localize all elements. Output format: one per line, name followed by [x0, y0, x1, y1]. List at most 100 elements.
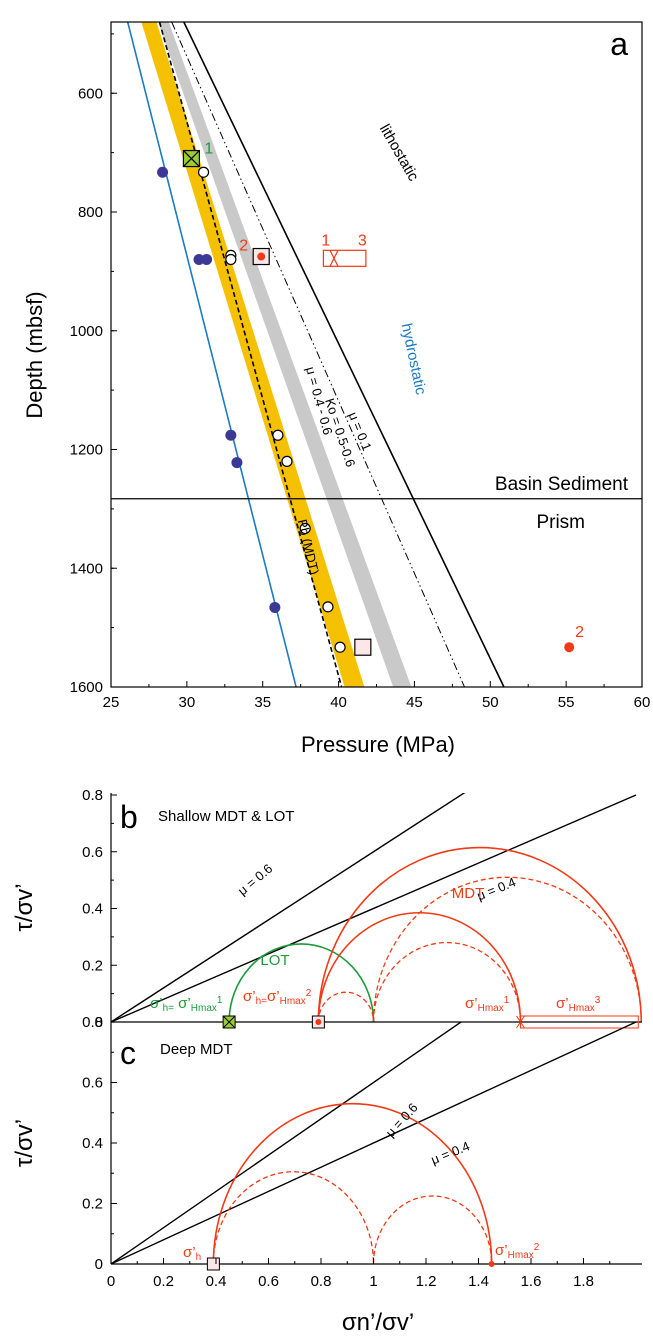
- sigma-h-lot-label-part: Hmax: [191, 1003, 217, 1014]
- marker-2-label: 2: [239, 238, 248, 255]
- ko-band: [158, 22, 412, 687]
- sigma-hmax1-label-part: Hmax: [478, 1003, 504, 1014]
- hydro-pressure-point: [231, 457, 243, 469]
- x-tick-label: 0: [107, 1273, 115, 1290]
- y-axis-label: τ/σv’: [11, 883, 38, 931]
- sigma-h-mdt-label-part: h=: [256, 996, 268, 1007]
- x-tick-label-a: 60: [634, 694, 651, 711]
- mohr-circle: [212, 1102, 493, 1264]
- x-tick-label: 1.2: [416, 1273, 437, 1290]
- mu-0.4-0.6-band: [141, 22, 365, 687]
- sigma-h-label-c-part: h: [196, 1252, 202, 1263]
- mdt-red-dot-2: [257, 252, 266, 261]
- sigma-h-lot-label-part: σ’: [174, 995, 191, 1012]
- x-tick-label-a: 25: [103, 694, 120, 711]
- sigma-h-label-c: σ’h: [183, 1244, 201, 1263]
- x-tick-label: 1.6: [521, 1273, 542, 1290]
- mu01-line: [171, 22, 465, 687]
- lithostatic-line: [183, 22, 505, 687]
- y-tick-label-a: 1400: [70, 560, 103, 577]
- mdt-dot-b: [315, 1019, 322, 1025]
- x-tick-label-a: 50: [482, 694, 499, 711]
- mohr-circle: [212, 1171, 375, 1264]
- panel-a-plot-area: [126, 22, 505, 687]
- mohr-circle: [228, 943, 375, 1022]
- mdt-open-point: [299, 522, 311, 535]
- hydrostatic-line: [126, 22, 297, 687]
- sigma-hmax3-label: σ’Hmax3: [556, 995, 601, 1014]
- y-tick-label: 0.4: [82, 901, 103, 918]
- hydro-pressure-point: [225, 429, 237, 441]
- x-tick-label: 0.2: [153, 1273, 174, 1290]
- sigma-hmax2-label-c-part: Hmax: [508, 1250, 534, 1261]
- y-tick-label-a: 1000: [70, 323, 103, 340]
- mdt-open-point: [272, 429, 284, 441]
- shmax1-cross-b: [516, 1015, 525, 1029]
- prism-label: Prism: [536, 512, 585, 533]
- x-axis-label-a: Pressure (MPa): [301, 732, 455, 757]
- sigma-hmax2-label-c-part: 2: [534, 1242, 540, 1253]
- sigma-h-lot-label: σ’h= σ’Hmax1: [150, 995, 223, 1014]
- mdt-square-marker-deep: [354, 638, 372, 656]
- y-axis-label-a: Depth (mbsf): [22, 291, 47, 418]
- friction-line: [111, 793, 466, 1022]
- sigma-hmax3-label-part: σ’: [556, 995, 569, 1012]
- hydro-pressure-point: [157, 166, 169, 178]
- mohr-plot-area: [111, 1022, 637, 1264]
- mdt-open-point: [281, 455, 293, 467]
- range-label-3: 3: [358, 232, 367, 249]
- y-tick-label: 0: [95, 1256, 103, 1273]
- panel-c-letter: c: [120, 1035, 136, 1071]
- hydro-pressure-point: [201, 254, 213, 265]
- shmax-range-box: [322, 249, 367, 267]
- panel-b-title: Shallow MDT & LOT: [158, 808, 294, 825]
- y-tick-label: 0.4: [82, 1135, 103, 1152]
- lithostatic-label: lithostatic: [376, 121, 422, 184]
- y-tick-label: 0.6: [82, 844, 103, 861]
- deep-mdt-square-c: [206, 1257, 220, 1271]
- sigma-hmax1-label-part: 1: [504, 995, 510, 1006]
- mohr-circle: [372, 1195, 493, 1264]
- mdt-open-point: [322, 601, 334, 613]
- friction-line: [111, 1022, 637, 1264]
- lot-marker-label: 1: [204, 141, 213, 158]
- panel-a-letter: a: [610, 26, 628, 62]
- y-tick-label: 0.6: [82, 1075, 103, 1092]
- sigma-h-mdt-label: σ’h=σ’Hmax2: [243, 988, 312, 1007]
- hydro-pressure-point: [269, 601, 281, 613]
- sigma-hmax3-label-part: Hmax: [569, 1003, 595, 1014]
- hydro-pressure-point: [193, 254, 205, 265]
- x-tick-label-a: 55: [558, 694, 575, 711]
- sigma-hmax3-label-part: 3: [595, 995, 601, 1006]
- mdt-label: MDT: [452, 885, 485, 902]
- range-label-1: 1: [321, 232, 330, 249]
- x-tick-label-a: 30: [179, 694, 196, 711]
- x-tick-label: 1.8: [573, 1273, 594, 1290]
- sigma-h-lot-label-part: 1: [217, 995, 223, 1006]
- x-tick-label: 0.8: [311, 1273, 332, 1290]
- x-tick-label: 1: [369, 1273, 377, 1290]
- sigma-h-lot-label-part: h=: [163, 1003, 175, 1014]
- x-tick-label-a: 35: [254, 694, 271, 711]
- x-tick-label: 1.4: [468, 1273, 489, 1290]
- x-axis-label-c: σn’/σv’: [342, 1309, 414, 1336]
- y-tick-label-a: 600: [78, 85, 103, 102]
- mohr-circle: [317, 847, 642, 1022]
- mdt-open-point: [225, 253, 237, 266]
- lot-cross-marker: [182, 150, 200, 167]
- sigma-hmax1-label-part: σ’: [465, 995, 478, 1012]
- x-tick-label-a: 40: [330, 694, 347, 711]
- hydrostatic-label: hydrostatic: [398, 322, 430, 397]
- mu-0.6-label-b: μ = 0.6: [235, 861, 276, 898]
- mohr-plot-area: [111, 793, 642, 1022]
- shmax2-dot-c: [488, 1261, 495, 1267]
- lot-cross-b: [222, 1015, 236, 1029]
- sigma-hmax2-label-c: σ’Hmax2: [495, 1242, 540, 1261]
- mohr-circle: [372, 876, 642, 1022]
- sigma-h-mdt-label-part: σ’: [243, 988, 256, 1005]
- shmax-range-cross: [329, 250, 339, 267]
- lot-label: LOT: [260, 952, 289, 969]
- sigma-hmax1-label: σ’Hmax1: [465, 995, 510, 1014]
